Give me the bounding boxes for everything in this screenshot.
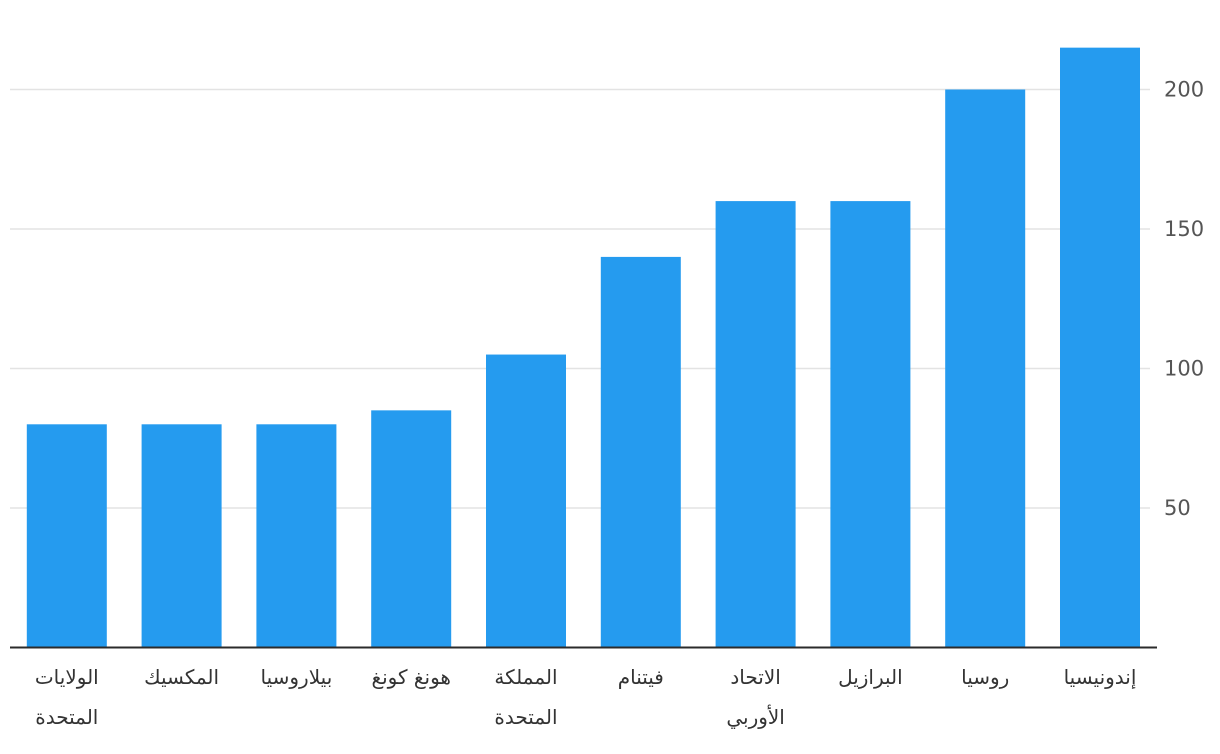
category-label: فيتنام (618, 665, 664, 689)
category-label-line: المكسيك (144, 665, 219, 689)
bar (371, 410, 452, 648)
category-label-line: إندونيسيا (1064, 665, 1137, 690)
category-label-line: البرازيل (838, 665, 903, 689)
category-label-line: المتحدة (494, 705, 557, 729)
category-label: هونغ كونغ (371, 665, 451, 689)
bar (600, 256, 681, 648)
category-label: المملكة المتحدة (494, 665, 557, 729)
y-tick-label: 150 (1164, 217, 1204, 241)
bar (486, 354, 566, 648)
category-label-line: المتحدة (35, 705, 98, 729)
bars (26, 47, 1140, 648)
category-label-line: هونغ كونغ (371, 665, 451, 689)
category-label: روسيا (961, 665, 1009, 689)
category-label: المكسيك (144, 665, 219, 689)
category-label: الولايات المتحدة (35, 665, 99, 729)
y-axis-ticks: 50 100 150 200 (1164, 78, 1204, 521)
category-label: الاتحاد الأوربي (726, 665, 785, 730)
x-axis-categories: إندونيسيا روسيا البرازيل الاتحاد الأوربي فيتن… (35, 665, 1137, 730)
category-label: بيلاروسيا (261, 665, 333, 689)
bar (1060, 47, 1140, 648)
category-label-line: بيلاروسيا (261, 665, 333, 689)
category-label-line: الولايات (35, 665, 99, 689)
category-label-line: الاتحاد (730, 665, 780, 689)
y-tick-label: 50 (1164, 496, 1191, 520)
category-label-line: المملكة (494, 665, 557, 689)
category-label-line: روسيا (961, 665, 1009, 689)
category-label-line: الأوربي (726, 705, 785, 730)
bar (141, 424, 222, 648)
category-label: إندونيسيا (1064, 665, 1137, 690)
y-tick-label: 200 (1164, 78, 1204, 102)
bar (715, 201, 796, 648)
y-tick-label: 100 (1164, 357, 1204, 381)
bar (256, 424, 337, 648)
bar (945, 89, 1026, 648)
category-label-line: فيتنام (618, 665, 664, 689)
bar (26, 424, 107, 648)
category-label: البرازيل (838, 665, 903, 689)
bar (830, 201, 911, 648)
